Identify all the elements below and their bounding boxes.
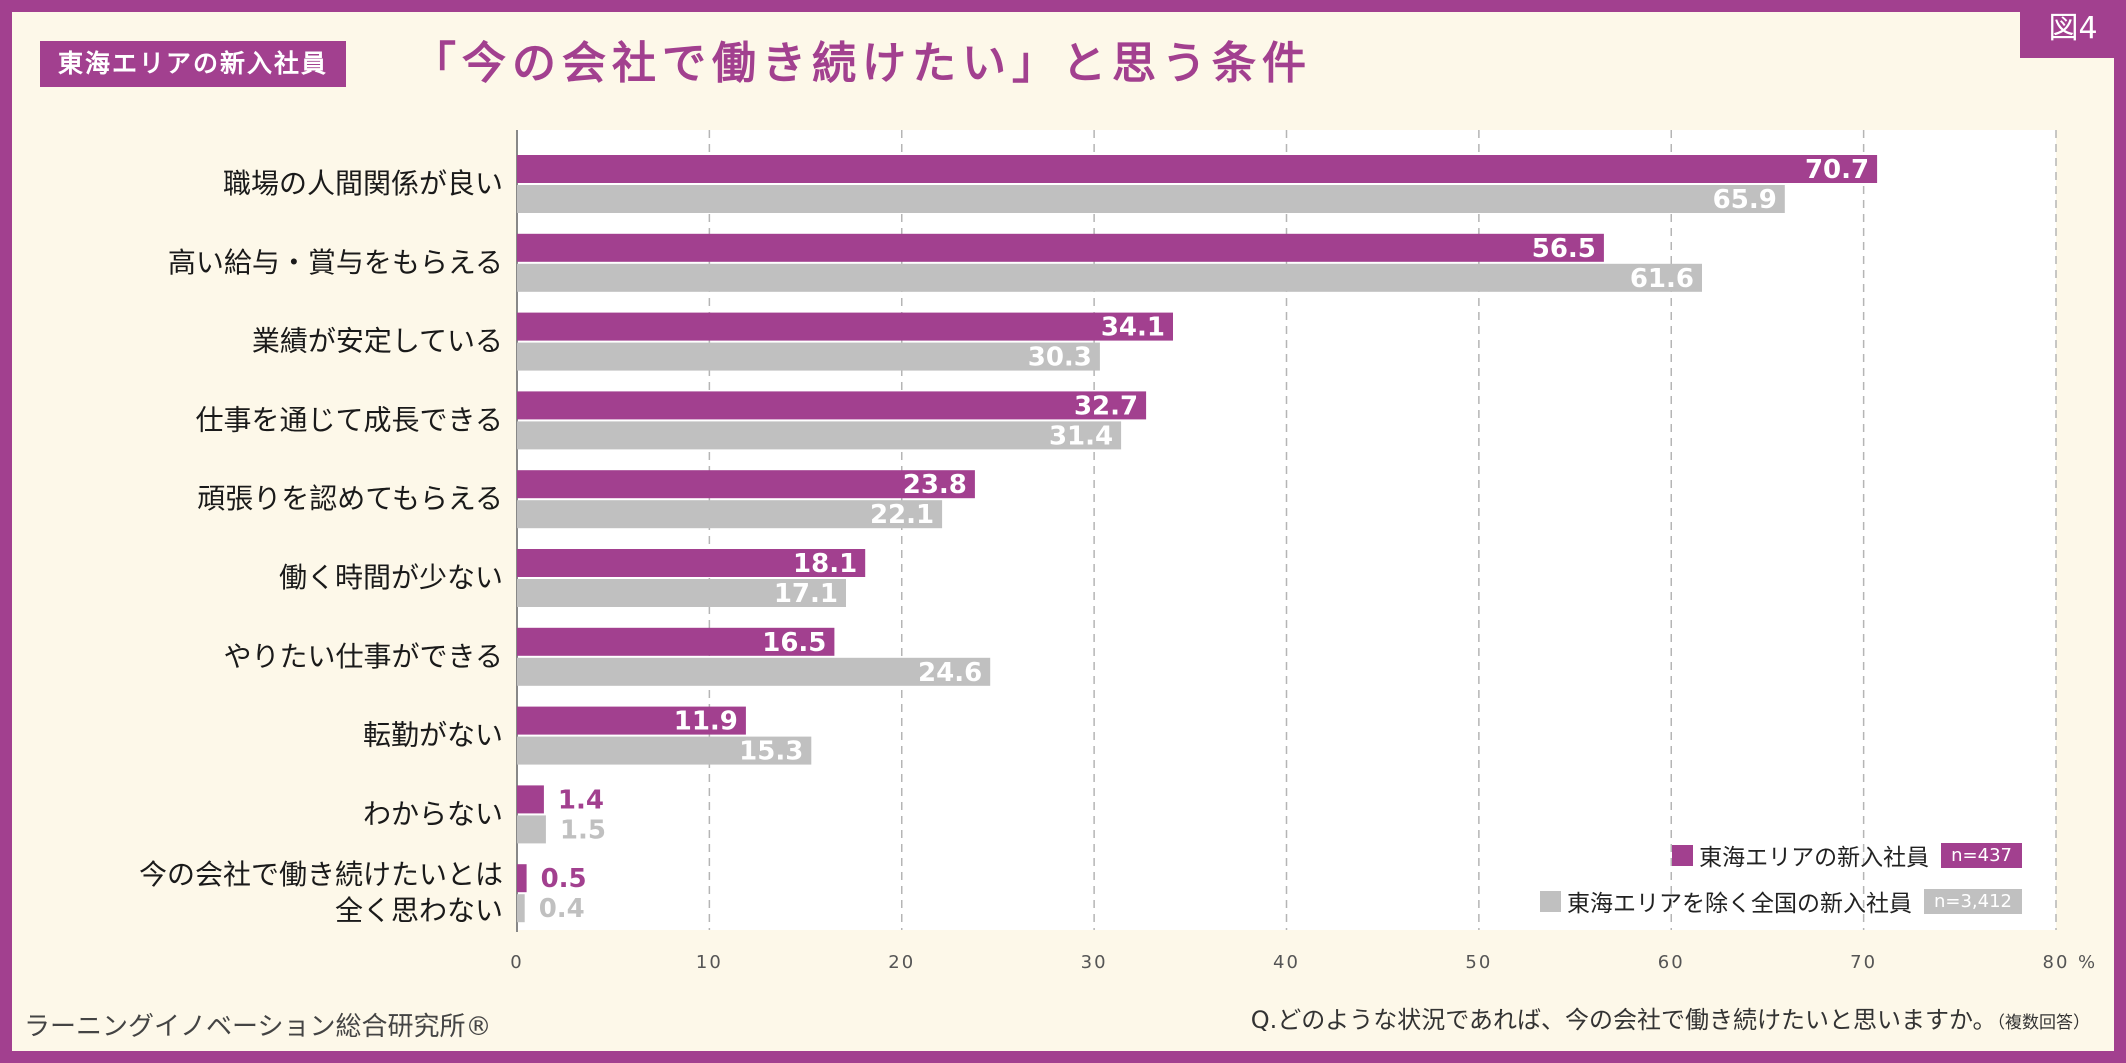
category-label-line: 頑張りを認めてもらえる	[197, 482, 503, 515]
value-label-s0-2: 34.1	[1101, 313, 1165, 343]
brand-name: ラーニングイノベーション総合研究所®	[24, 1012, 492, 1042]
value-label-s0-9: 0.5	[541, 864, 587, 894]
category-label-8: わからない	[363, 797, 503, 830]
legend-label-tokai: 東海エリアの新入社員	[1699, 845, 1930, 871]
category-label-line: 転勤がない	[363, 719, 503, 752]
value-label-s0-4: 23.8	[903, 470, 967, 500]
x-tick-label-50: 50	[1465, 952, 1492, 973]
category-label-9: 今の会社で働き続けたいとは全く思わない	[139, 858, 503, 927]
value-label-s1-2: 30.3	[1028, 343, 1092, 373]
bar-s1-7	[517, 736, 812, 765]
x-tick-label-20: 20	[888, 952, 915, 973]
figure-number-tag: 図4	[2020, 0, 2126, 58]
bar-s0-8	[517, 785, 544, 814]
legend-item-national: 東海エリアを除く全国の新入社員 n=3,412	[1539, 884, 2022, 918]
x-tick-label-80: 80	[2043, 952, 2070, 973]
legend-swatch-tokai	[1672, 844, 1694, 866]
x-tick-label-0: 0	[510, 952, 523, 973]
x-tick-label-10: 10	[696, 952, 723, 973]
bar-s1-9	[517, 894, 525, 923]
category-label-7: 転勤がない	[363, 719, 503, 752]
bar-s0-9	[517, 864, 527, 893]
category-label-line: やりたい仕事ができる	[224, 640, 503, 673]
survey-question: Q.どのような状況であれば、今の会社で働き続けたいと思いますか。（複数回答）	[1251, 1000, 2090, 1035]
legend-item-tokai: 東海エリアの新入社員 n=437	[1672, 838, 2022, 872]
legend-n-tokai: n=437	[1941, 842, 2022, 868]
category-label-line: 働く時間が少ない	[279, 561, 503, 594]
value-label-s1-8: 1.5	[560, 815, 606, 845]
value-label-s1-0: 65.9	[1713, 185, 1777, 215]
x-tick-label-30: 30	[1081, 952, 1108, 973]
bar-s1-0	[517, 185, 1785, 213]
value-label-s0-8: 1.4	[558, 785, 604, 815]
category-label-0: 職場の人間関係が良い	[223, 167, 503, 200]
legend-label-national: 東海エリアを除く全国の新入社員	[1566, 891, 1912, 917]
bar-s0-0	[517, 155, 1878, 183]
legend-swatch-national	[1539, 890, 1561, 912]
category-label-3: 仕事を通じて成長できる	[196, 403, 503, 436]
bar-s1-8	[517, 815, 546, 844]
x-tick-label-40: 40	[1273, 952, 1300, 973]
bar-s0-7	[517, 706, 746, 735]
category-label-5: 働く時間が少ない	[279, 561, 503, 594]
category-label-1: 高い給与・賞与をもらえる	[168, 246, 503, 279]
legend-n-national: n=3,412	[1923, 888, 2022, 914]
value-label-s0-6: 16.5	[762, 628, 826, 658]
bar-s0-1	[517, 233, 1604, 262]
category-label-6: やりたい仕事ができる	[224, 640, 503, 673]
category-label-line: 全く思わない	[335, 894, 503, 927]
question-note: （複数回答）	[1996, 1013, 2091, 1033]
bar-s0-4	[517, 470, 975, 499]
category-label-line: 仕事を通じて成長できる	[196, 403, 503, 436]
value-label-s1-3: 31.4	[1049, 421, 1113, 451]
bar-s0-3	[517, 391, 1147, 420]
x-axis-unit: %	[2078, 952, 2097, 973]
value-label-s1-6: 24.6	[918, 658, 982, 688]
value-label-s1-5: 17.1	[774, 579, 838, 609]
bar-s1-4	[517, 500, 943, 529]
bar-s1-2	[517, 342, 1100, 371]
category-label-line: 今の会社で働き続けたいとは	[139, 858, 503, 891]
category-label-line: 高い給与・賞与をもらえる	[168, 246, 503, 279]
chart-title: 「今の会社で働き続けたい」と思う条件	[412, 38, 1312, 89]
bar-s1-6	[517, 657, 991, 686]
value-label-s0-5: 18.1	[793, 549, 857, 579]
value-label-s0-0: 70.7	[1805, 155, 1869, 185]
category-label-4: 頑張りを認めてもらえる	[197, 482, 503, 515]
question-text: Q.どのような状況であれば、今の会社で働き続けたいと思いますか。	[1250, 1006, 1997, 1034]
bar-s0-6	[517, 627, 835, 656]
value-label-s0-3: 32.7	[1074, 391, 1138, 421]
x-tick-label-70: 70	[1850, 952, 1877, 973]
bar-s0-5	[517, 549, 866, 577]
title-badge: 東海エリアの新入社員	[40, 41, 347, 87]
value-label-s0-7: 11.9	[674, 707, 738, 737]
x-tick-label-60: 60	[1658, 952, 1685, 973]
value-label-s1-4: 22.1	[870, 500, 934, 530]
value-label-s1-9: 0.4	[539, 894, 585, 924]
value-label-s0-1: 56.5	[1532, 234, 1596, 264]
category-label-line: 業績が安定している	[252, 325, 503, 358]
value-label-s1-7: 15.3	[739, 737, 803, 767]
category-label-line: 職場の人間関係が良い	[223, 167, 503, 200]
bar-s1-3	[517, 421, 1122, 450]
bar-s1-1	[517, 263, 1702, 292]
value-label-s1-1: 61.6	[1630, 264, 1694, 294]
bar-s1-5	[517, 579, 846, 607]
category-label-line: わからない	[363, 797, 503, 830]
bar-s0-2	[517, 312, 1173, 341]
category-label-2: 業績が安定している	[252, 325, 503, 358]
